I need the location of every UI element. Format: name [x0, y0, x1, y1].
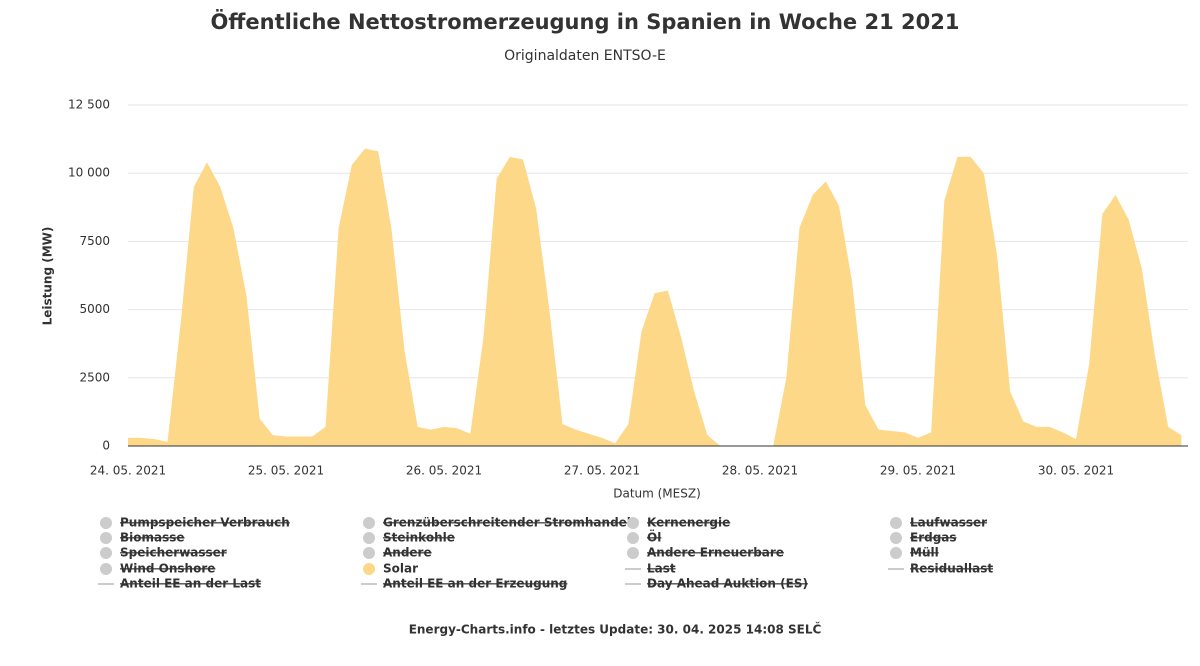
x-axis-label: Datum (MESZ) — [613, 487, 701, 501]
y-tick-label: 7500 — [79, 234, 110, 248]
y-tick-label: 0 — [102, 439, 110, 453]
legend-label[interactable]: Steinkohle — [383, 531, 455, 545]
legend-label[interactable]: Day Ahead Auktion (ES) — [647, 577, 808, 591]
y-tick-label: 12 500 — [68, 98, 110, 112]
legend-label[interactable]: Pumpspeicher Verbrauch — [120, 516, 290, 530]
legend-label[interactable]: Anteil EE an der Last — [120, 577, 261, 591]
x-tick-label: 30. 05. 2021 — [1038, 464, 1114, 478]
footer: Energy-Charts.info - letztes Update: 30.… — [409, 622, 822, 637]
legend-marker — [890, 547, 902, 559]
legend-marker — [363, 517, 375, 529]
legend-label[interactable]: Laufwasser — [910, 516, 987, 530]
legend-label[interactable]: Erdgas — [910, 531, 957, 545]
legend-label[interactable]: Andere — [383, 546, 432, 560]
x-tick-label: 28. 05. 2021 — [722, 464, 798, 478]
legend-label[interactable]: Öl — [647, 530, 661, 545]
legend-marker — [627, 532, 639, 544]
chart-title: Öffentliche Nettostromerzeugung in Spani… — [211, 9, 960, 34]
area — [128, 148, 1182, 446]
legend-label[interactable]: Grenzüberschreitender Stromhandel — [383, 516, 631, 530]
x-tick-label: 26. 05. 2021 — [406, 464, 482, 478]
legend-label[interactable]: Residuallast — [910, 562, 993, 576]
legend-label[interactable]: Biomasse — [120, 531, 185, 545]
legend-label[interactable]: Anteil EE an der Erzeugung — [383, 577, 567, 591]
legend-marker — [100, 563, 112, 575]
chart-subtitle: Originaldaten ENTSO-E — [504, 48, 666, 64]
legend-label[interactable]: Müll — [910, 546, 939, 560]
legend-marker — [890, 517, 902, 529]
legend-marker — [363, 547, 375, 559]
legend-marker — [100, 517, 112, 529]
y-tick-label: 2500 — [79, 370, 110, 384]
legend-marker — [100, 532, 112, 544]
legend-marker — [363, 532, 375, 544]
legend-label[interactable]: Andere Erneuerbare — [647, 546, 784, 560]
y-tick-label: 5000 — [79, 302, 110, 316]
legend-label[interactable]: Kernenergie — [647, 516, 730, 530]
y-tick-label: 10 000 — [68, 166, 110, 180]
x-tick-label: 24. 05. 2021 — [90, 464, 166, 478]
legend-label[interactable]: Wind Onshore — [120, 562, 215, 576]
legend-marker — [627, 517, 639, 529]
x-tick-label: 27. 05. 2021 — [564, 464, 640, 478]
legend-label[interactable]: Solar — [383, 562, 418, 576]
legend-label[interactable]: Speicherwasser — [120, 546, 227, 560]
x-tick-label: 29. 05. 2021 — [880, 464, 956, 478]
legend-marker — [100, 547, 112, 559]
legend-marker — [363, 563, 375, 575]
legend-marker — [890, 532, 902, 544]
legend-marker — [627, 547, 639, 559]
x-tick-label: 25. 05. 2021 — [248, 464, 324, 478]
y-axis-label: Leistung (MW) — [41, 227, 55, 326]
legend-label[interactable]: Last — [647, 562, 676, 576]
